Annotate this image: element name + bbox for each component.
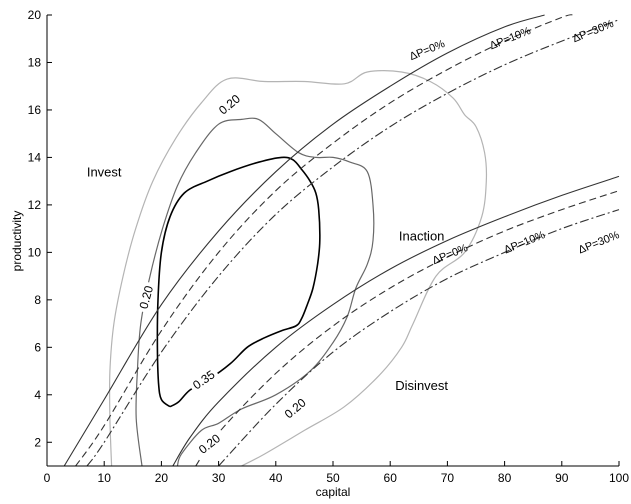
contour-line-2 [156,156,321,408]
annotations: InvestInactionDisinvest0.200.200.350.200… [87,18,622,460]
x-tick-label-70: 70 [441,471,455,485]
x-tick-label-10: 10 [98,471,112,485]
threshold-lines [63,14,620,467]
contour-label-bg-1 [136,281,158,314]
y-tick-label-16: 16 [28,103,42,117]
contour-label-bg-2 [187,366,221,395]
threshold-label-1: ΔP=10% [488,25,533,52]
threshold-label-0: ΔP=0% [408,38,447,63]
threshold-line-upper-2 [86,19,620,467]
y-tick-label-18: 18 [28,55,42,69]
x-tick-label-100: 100 [609,471,629,485]
contour-label-bg-0 [214,90,247,121]
contour-label-1: 0.20 [137,284,157,310]
x-axis-title: capital [316,485,351,499]
y-tick-label-20: 20 [28,8,42,22]
x-tick-label-80: 80 [498,471,512,485]
y-tick-label-2: 2 [34,435,41,449]
y-tick-label-8: 8 [34,293,41,307]
x-tick-label-0: 0 [44,471,51,485]
y-tick-label-14: 14 [28,150,42,164]
x-tick-label-20: 20 [155,471,169,485]
y-tick-label-12: 12 [28,198,42,212]
threshold-label-2: ΔP=30% [571,18,616,45]
x-tick-label-40: 40 [269,471,283,485]
threshold-line-lower-3 [172,175,620,467]
x-tick-label-50: 50 [326,471,340,485]
region-label-invest: Invest [87,164,122,179]
x-tick-label-90: 90 [555,471,569,485]
threshold-line-upper-0 [63,14,545,467]
y-tick-label-4: 4 [34,388,41,402]
threshold-label-5: ΔP=30% [577,229,622,256]
contour-line-1 [135,117,375,467]
threshold-line-upper-1 [75,14,574,467]
contour-label-bg-4 [279,394,312,425]
y-tick-label-10: 10 [28,245,42,259]
contour-layer [108,70,488,467]
contour-line-0 [108,70,488,467]
contour-label-bg-3 [193,429,227,460]
threshold-line-lower-4 [195,190,620,467]
x-tick-label-60: 60 [384,471,398,485]
region-label-disinvest: Disinvest [395,378,448,393]
x-tick-label-30: 30 [212,471,226,485]
y-axis-title: productivity [10,211,24,272]
y-tick-label-6: 6 [34,340,41,354]
threshold-label-4: ΔP=10% [502,229,547,256]
region-label-inaction: Inaction [399,229,445,244]
ticks: 0 10 20 30 40 50 60 70 80 90 100 2 4 6 8 10 12 14 16 18 20 [28,8,630,485]
threshold-line-lower-5 [218,209,620,467]
